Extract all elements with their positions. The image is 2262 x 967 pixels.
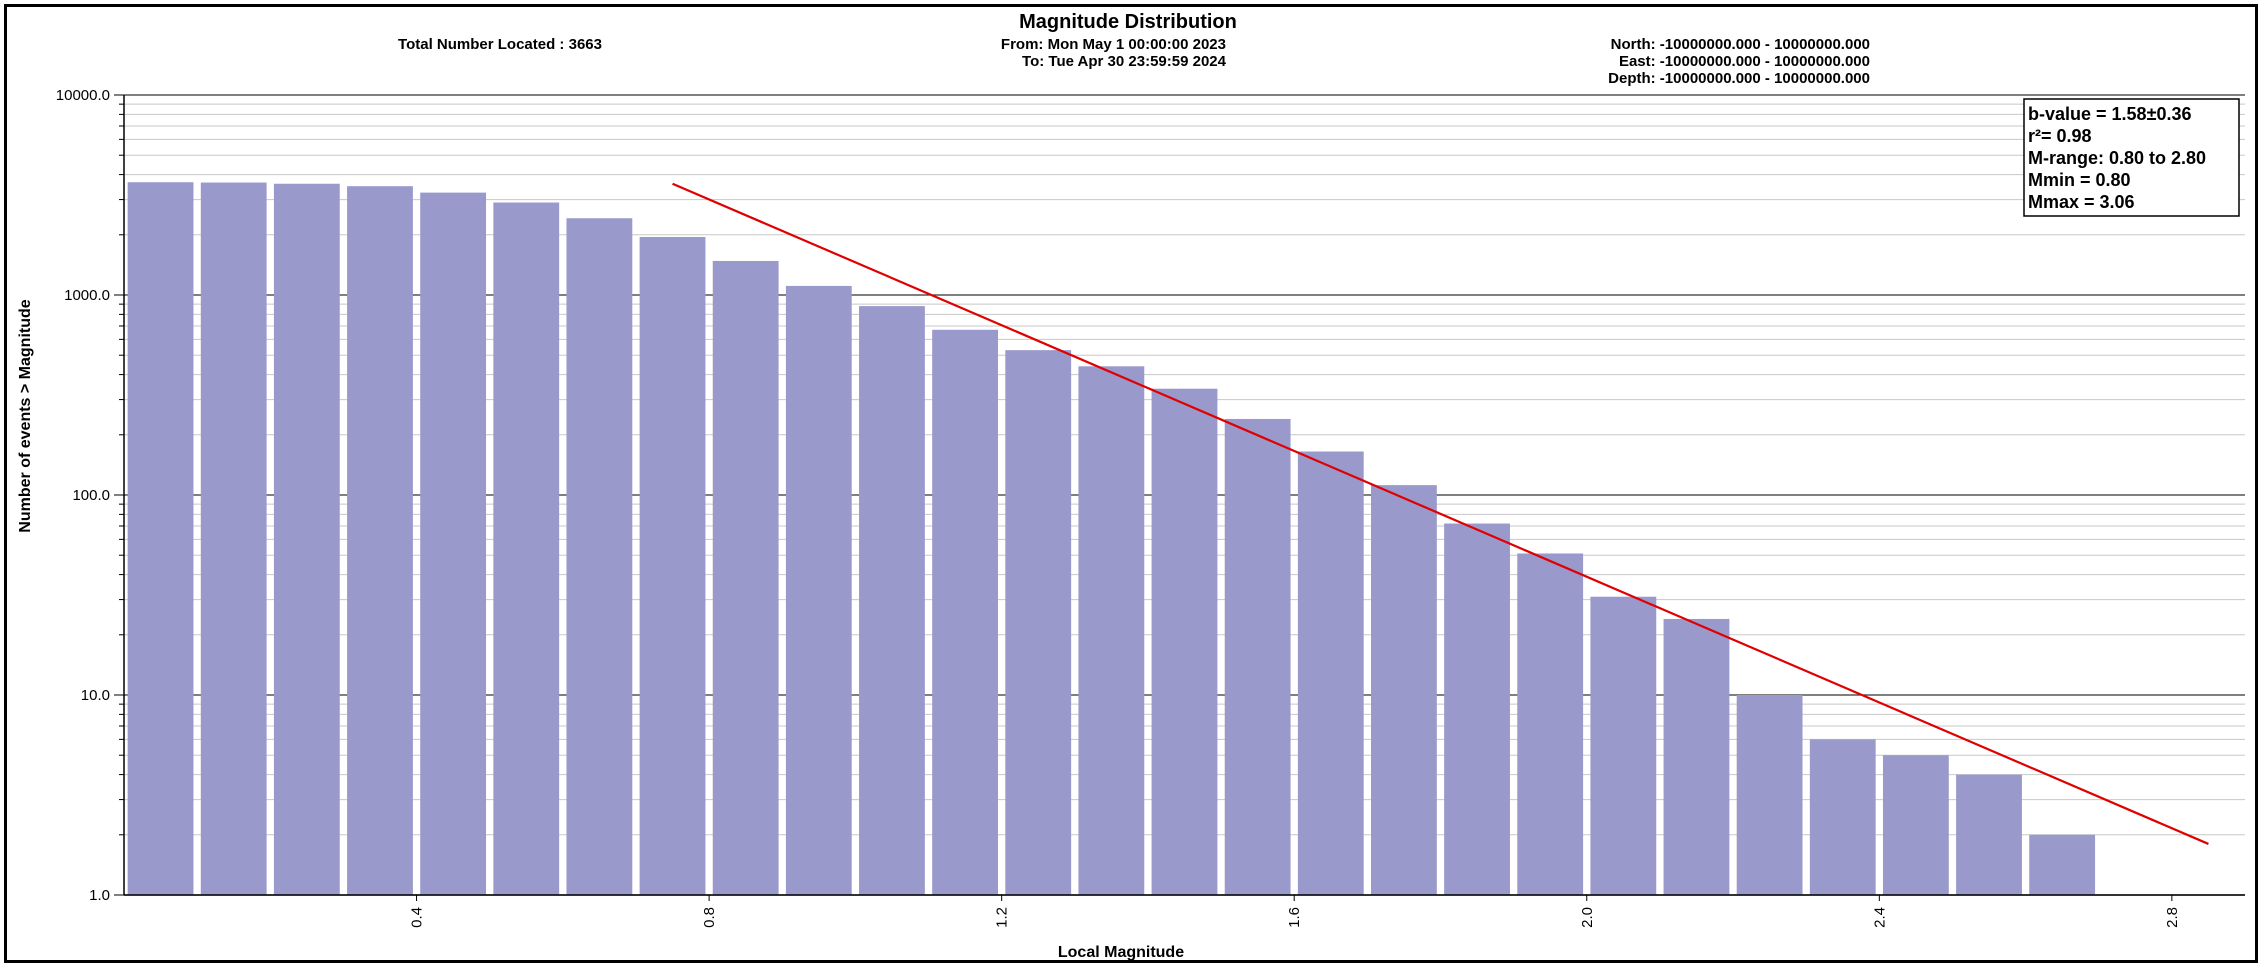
mmin-text: Mmin = 0.80 (2028, 170, 2131, 190)
bar (273, 183, 340, 895)
statistics-box-border (2023, 98, 2240, 217)
bar (1736, 695, 1803, 895)
fit-line-group (672, 182, 2209, 845)
bar (1444, 523, 1510, 895)
x-tick-labels: 0.4 0.8 1.2 1.6 2.0 2.4 2.8 (409, 907, 2181, 928)
x-tick-label: 2.4 (1871, 907, 1888, 928)
axes (114, 94, 2245, 901)
bar (566, 218, 633, 895)
b-value-text: b-value = 1.58±0.36 (2028, 104, 2191, 124)
bar (1371, 485, 1437, 895)
x-tick-label: 2.8 (2164, 907, 2181, 928)
bar (1151, 388, 1218, 895)
chart-title: Magnitude Distribution (1019, 11, 1237, 33)
bar (1956, 774, 2022, 895)
bar (1809, 739, 1876, 895)
bar (2029, 834, 2096, 895)
date-to-label: To: Tue Apr 30 23:59:59 2024 (1022, 53, 1227, 70)
bar (712, 260, 779, 896)
bar (1297, 451, 1364, 895)
y-tick-label: 1.0 (89, 887, 110, 904)
x-tick-label: 0.8 (701, 907, 718, 928)
bar (859, 306, 925, 895)
m-range-text: M-range: 0.80 to 2.80 (2028, 148, 2206, 168)
y-tick-label: 100.0 (72, 487, 110, 504)
mmax-text: Mmax = 3.06 (2028, 192, 2135, 212)
east-range-label: East: -10000000.000 - 10000000.000 (1619, 53, 1870, 70)
bar (347, 186, 413, 895)
bar (785, 285, 852, 895)
bar (932, 329, 998, 895)
bar (1005, 350, 1072, 895)
bar (200, 182, 267, 895)
bar (639, 236, 706, 896)
bar (1078, 366, 1145, 896)
bar (127, 182, 194, 896)
depth-range-label: Depth: -10000000.000 - 10000000.000 (1608, 70, 1870, 87)
bar (1224, 418, 1291, 895)
y-tick-label: 1000.0 (64, 287, 110, 304)
x-tick-label: 0.4 (409, 907, 426, 928)
bars (127, 182, 2096, 896)
bar (1517, 553, 1584, 895)
date-from-label: From: Mon May 1 00:00:00 2023 (1001, 36, 1226, 53)
statistics-box: b-value = 1.58±0.36 r²= 0.98 M-range: 0.… (2023, 98, 2240, 217)
y-tick-label: 10.0 (81, 687, 110, 704)
north-range-label: North: -10000000.000 - 10000000.000 (1611, 36, 1870, 53)
x-tick-label: 1.2 (994, 907, 1011, 928)
y-tick-labels: 1.0 10.0 100.0 1000.0 10000.0 (56, 87, 110, 904)
bar (1663, 618, 1730, 895)
y-tick-label: 10000.0 (56, 87, 110, 104)
chart-frame (4, 4, 2258, 963)
y-axis-label: Number of events > Magnitude (17, 299, 34, 532)
bar (1882, 755, 1949, 895)
x-axis-label: Local Magnitude (1058, 944, 1184, 961)
bar (493, 202, 560, 896)
x-tick-label: 2.0 (1579, 907, 1596, 928)
x-tick-label: 1.6 (1286, 907, 1303, 928)
gutenberg-richter-fit-line (672, 182, 2209, 845)
total-located-label: Total Number Located : 3663 (398, 36, 602, 53)
bar (420, 192, 487, 896)
r-squared-text: r²= 0.98 (2028, 126, 2092, 146)
bar (1590, 596, 1657, 895)
